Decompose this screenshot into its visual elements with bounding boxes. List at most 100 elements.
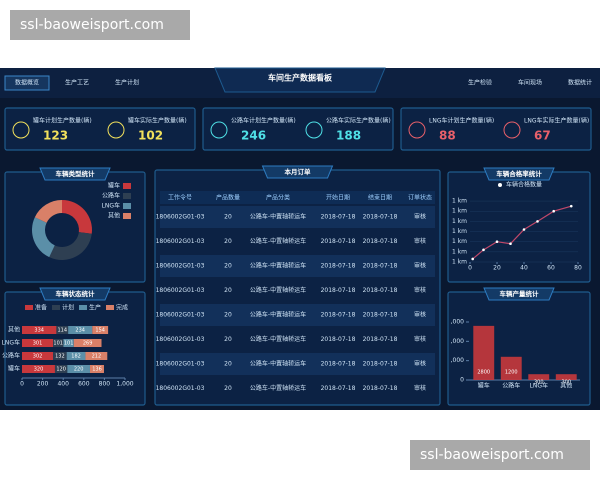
quality-point bbox=[569, 204, 573, 208]
kpi-value: 102 bbox=[138, 129, 163, 143]
nav-tab[interactable]: 数据概览 bbox=[15, 79, 39, 87]
title-plate bbox=[214, 67, 386, 93]
legend-swatch bbox=[52, 305, 60, 310]
table-row bbox=[160, 353, 435, 375]
panel-header bbox=[483, 287, 555, 301]
legend-swatch bbox=[123, 183, 131, 189]
panel-title: 本月订单 bbox=[285, 167, 312, 176]
quality-point bbox=[536, 220, 539, 223]
donut-slice bbox=[32, 217, 55, 258]
table-cell: 审核 bbox=[414, 311, 426, 319]
legend-label: 其他 bbox=[108, 212, 120, 220]
kpi-label: 公路车计划生产数量(辆) bbox=[231, 117, 296, 125]
table-cell: 20 bbox=[224, 336, 232, 343]
table-cell: 公路车-中置轴轿运车 bbox=[250, 262, 306, 270]
x-category: 罐车 bbox=[478, 382, 490, 390]
quality-line bbox=[472, 205, 572, 260]
table-cell: 1806002G01-03 bbox=[156, 238, 205, 245]
bar-value: 301 bbox=[33, 341, 43, 347]
table-cell: 2018-07-18 bbox=[321, 385, 356, 392]
table-row bbox=[160, 230, 435, 253]
table-cell: 20 bbox=[224, 263, 232, 270]
panel bbox=[4, 107, 196, 151]
legend-label: 完成 bbox=[116, 304, 128, 312]
nav-tab[interactable]: 生产检验 bbox=[468, 79, 492, 87]
table-cell: 1806002G01-03 bbox=[156, 214, 205, 221]
bar-value: 300 bbox=[534, 380, 544, 386]
legend-label: 车辆合格数量 bbox=[506, 181, 542, 189]
bar-value: 220 bbox=[74, 367, 84, 373]
y-tick-label: ,000 bbox=[451, 319, 465, 326]
donut-slice bbox=[62, 200, 92, 234]
donut-slice bbox=[49, 232, 92, 260]
legend-swatch bbox=[25, 305, 33, 310]
table-header: 开始日期 bbox=[326, 194, 350, 202]
table-row bbox=[160, 206, 435, 228]
table-row bbox=[160, 328, 435, 351]
quality-point bbox=[522, 228, 526, 231]
stacked-bar bbox=[63, 339, 74, 347]
legend-swatch bbox=[123, 203, 131, 209]
stacked-bar bbox=[53, 352, 67, 360]
legend-label: 公路车 bbox=[102, 192, 120, 200]
table-cell: 20 bbox=[224, 361, 232, 368]
table-header: 订单状态 bbox=[408, 194, 432, 202]
stacked-bar bbox=[68, 326, 93, 334]
bar-value: 101 bbox=[53, 341, 63, 347]
nav-tab[interactable]: 生产工艺 bbox=[65, 79, 89, 87]
kpi-icon bbox=[107, 121, 125, 139]
table-cell: 2018-07-18 bbox=[363, 336, 398, 343]
table-cell: 审核 bbox=[414, 360, 426, 368]
table-cell: 2018-07-18 bbox=[321, 336, 356, 343]
nav-tab[interactable]: 生产计划 bbox=[115, 79, 139, 87]
table-cell: 1806002G01-03 bbox=[156, 263, 205, 270]
table-cell: 2018-07-18 bbox=[363, 263, 398, 270]
stacked-bar bbox=[89, 365, 104, 373]
donut-slice bbox=[34, 200, 62, 223]
legend-label: LNG车 bbox=[102, 202, 120, 210]
panel-title: 车辆合格率统计 bbox=[496, 169, 542, 178]
bar-value: 212 bbox=[92, 354, 102, 360]
y-category: 罐车 bbox=[8, 365, 20, 373]
table-cell: 2018-07-18 bbox=[363, 287, 398, 294]
table-cell: 2018-07-18 bbox=[321, 263, 356, 270]
table-cell: 2018-07-18 bbox=[363, 361, 398, 368]
table-cell: 审核 bbox=[414, 335, 426, 343]
bar-value: 234 bbox=[75, 328, 85, 334]
legend-swatch bbox=[123, 213, 131, 219]
nav-tab[interactable]: 数据统计 bbox=[568, 79, 592, 87]
tab-active bbox=[4, 75, 50, 91]
bar-value: 269 bbox=[83, 341, 93, 347]
table-cell: 20 bbox=[224, 312, 232, 319]
stacked-bar bbox=[22, 339, 54, 347]
bar bbox=[528, 374, 550, 380]
kpi-label: 公路车实际生产数量(辆) bbox=[326, 117, 391, 125]
table-row bbox=[160, 304, 435, 326]
kpi-value: 88 bbox=[439, 129, 456, 143]
bar bbox=[555, 374, 577, 380]
x-category: 公路车 bbox=[502, 382, 520, 390]
table-row bbox=[160, 279, 435, 302]
x-tick-label: 0 bbox=[20, 381, 24, 388]
x-tick-label: 60 bbox=[547, 265, 555, 272]
table-header: 结束日期 bbox=[368, 194, 392, 202]
quality-point bbox=[482, 248, 485, 252]
bar bbox=[500, 356, 522, 380]
table-header-bg bbox=[160, 191, 435, 204]
nav-tab[interactable]: 车间现场 bbox=[518, 79, 542, 87]
table-header: 工作令号 bbox=[168, 194, 192, 202]
y-category: LNG车 bbox=[2, 339, 20, 347]
panel bbox=[400, 107, 592, 151]
table-row bbox=[160, 255, 435, 277]
panel-title: 车辆类型统计 bbox=[56, 169, 96, 178]
bar-value: 320 bbox=[34, 367, 44, 373]
table-cell: 1806002G01-03 bbox=[156, 312, 205, 319]
y-tick-label: 1 km bbox=[452, 208, 467, 215]
table-cell: 20 bbox=[224, 287, 232, 294]
x-tick-label: 20 bbox=[493, 265, 501, 272]
bar bbox=[473, 325, 495, 380]
table-cell: 2018-07-18 bbox=[321, 287, 356, 294]
legend-swatch bbox=[123, 193, 131, 199]
quality-point bbox=[471, 257, 475, 261]
bar-value: 136 bbox=[92, 367, 102, 373]
